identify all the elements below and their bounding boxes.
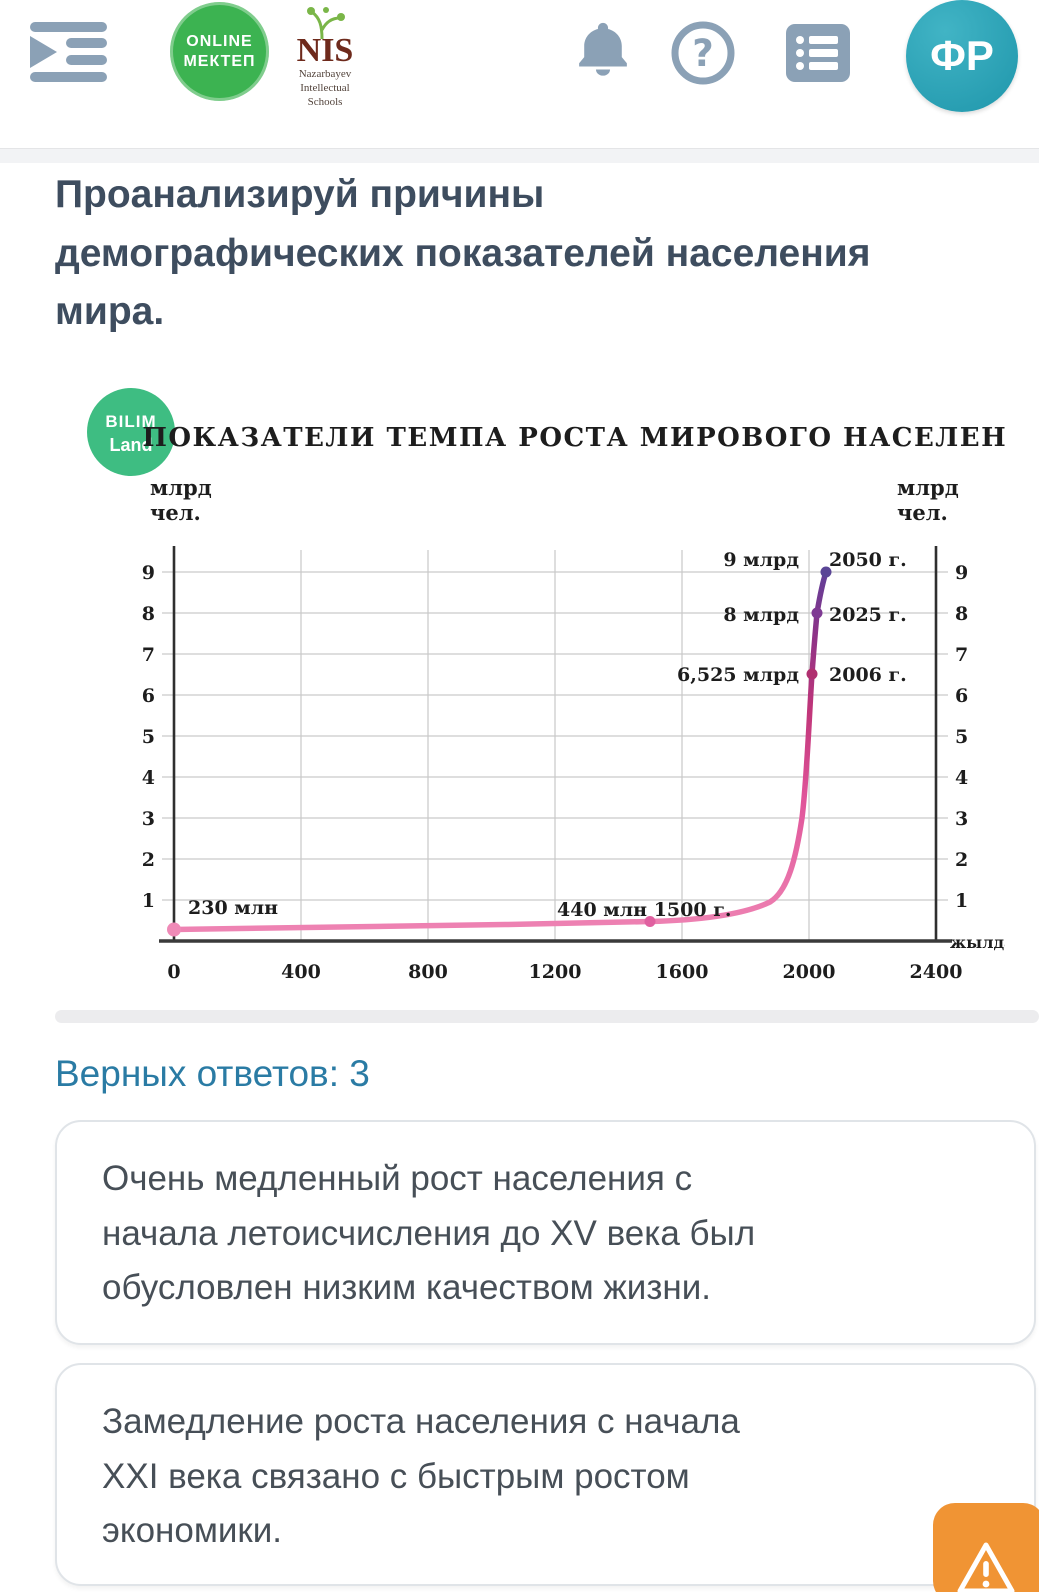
svg-text:8: 8 — [142, 603, 155, 625]
chart-title: ПОКАЗАТЕЛИ ТЕМПА РОСТА МИРОВОГО НАСЕЛЕНИ… — [142, 423, 1005, 453]
y-axis-labels-left: 9 8 7 6 5 4 3 2 1 — [142, 562, 155, 912]
answer-option-2-line1: Замедление роста населения с начала — [102, 1402, 740, 1441]
header: ONLINE МЕКТЕП NIS Nazarbayev Intellectua… — [0, 0, 1039, 148]
question-title-line1: Проанализируй причины — [55, 173, 545, 216]
svg-text:4: 4 — [955, 767, 968, 789]
header-divider — [0, 148, 1039, 163]
nis-logo-text: NIS — [296, 32, 354, 69]
svg-text:5: 5 — [955, 726, 968, 748]
online-mektep-logo-line2: МЕКТЕП — [183, 52, 256, 70]
svg-text:?: ? — [692, 32, 713, 75]
svg-text:1600: 1600 — [656, 961, 709, 983]
online-mektep-logo[interactable]: ONLINE МЕКТЕП — [170, 2, 269, 101]
svg-text:2: 2 — [142, 849, 155, 871]
population-curve — [171, 569, 829, 933]
svg-text:8: 8 — [955, 603, 968, 625]
nis-subtitle-line2: Intellectual — [300, 81, 350, 94]
annotation-230mln: 230 млн — [188, 897, 278, 919]
nis-tree-icon — [307, 7, 345, 40]
svg-text:5: 5 — [142, 726, 155, 748]
answer-option-2-line2: XXI века связано с быстрым ростом — [102, 1456, 690, 1496]
nis-logo: NIS Nazarbayev Intellectual Schools — [272, 6, 378, 118]
y-unit-right-line1: млрд — [897, 475, 959, 500]
svg-text:3: 3 — [955, 808, 968, 830]
annotation-2025: 2025 г. — [829, 604, 907, 626]
svg-text:400: 400 — [281, 961, 321, 983]
answer-option-1[interactable]: Очень медленный рост населения с начала … — [55, 1120, 1036, 1345]
svg-text:3: 3 — [142, 808, 155, 830]
notifications-bell-icon[interactable] — [572, 18, 634, 86]
correct-answers-heading: Верных ответов: 3 — [55, 1053, 370, 1094]
data-points — [167, 566, 832, 937]
chart-horizontal-scrollbar[interactable] — [55, 1010, 1039, 1023]
svg-text:7: 7 — [142, 644, 155, 666]
annotation-2050: 2050 г. — [829, 549, 907, 571]
question-title-line2: демографических показателей населения — [55, 231, 871, 275]
question-title-line3: мира. — [55, 290, 165, 333]
answer-option-1-line3: обусловлен низким качеством жизни. — [102, 1268, 712, 1308]
warning-triangle-icon — [957, 1542, 1015, 1592]
svg-text:9: 9 — [955, 562, 968, 584]
online-mektep-logo-line1: ONLINE — [186, 33, 253, 51]
svg-text:1: 1 — [955, 890, 968, 912]
y-unit-right-line2: чел. — [897, 500, 948, 525]
data-annotations: 230 млн 440 млн 1500 г. 6,525 млрд 2006 … — [188, 549, 907, 921]
population-growth-chart: BILIM Land ПОКАЗАТЕЛИ ТЕМПА РОСТА МИРОВО… — [55, 378, 1005, 1006]
svg-text:7: 7 — [955, 644, 968, 666]
nis-subtitle-line3: Schools — [307, 95, 343, 108]
bilim-logo-line1: BILIM — [105, 412, 156, 431]
svg-text:800: 800 — [408, 961, 448, 983]
annotation-6525mlrd: 6,525 млрд — [677, 664, 799, 686]
y-unit-left-line1: млрд — [150, 475, 212, 500]
task-list-icon[interactable] — [786, 24, 850, 82]
answer-option-2[interactable]: Замедление роста населения с начала XXI … — [55, 1363, 1036, 1586]
annotation-8mlrd: 8 млрд — [723, 604, 799, 626]
nis-subtitle-line1: Nazarbayev — [298, 68, 352, 80]
user-avatar-initials: ФР — [930, 32, 994, 79]
x-axis-unit-label: жылдар — [950, 933, 1005, 952]
svg-text:2000: 2000 — [783, 961, 836, 983]
report-problem-button[interactable] — [933, 1503, 1039, 1592]
y-unit-left-line2: чел. — [150, 500, 201, 525]
svg-text:6: 6 — [955, 685, 968, 707]
svg-text:9: 9 — [142, 562, 155, 584]
y-axis-labels-right: 9 8 7 6 5 4 3 2 1 — [955, 562, 968, 912]
svg-text:2400: 2400 — [910, 961, 963, 983]
svg-text:1: 1 — [142, 890, 155, 912]
x-axis-labels: 0 400 800 1200 1600 2000 2400 — [167, 961, 962, 983]
annotation-9mlrd: 9 млрд — [723, 549, 799, 571]
answer-option-2-line3: экономики. — [102, 1511, 283, 1551]
svg-text:2: 2 — [955, 849, 968, 871]
help-icon[interactable]: ? — [668, 18, 738, 88]
user-avatar[interactable]: ФР — [906, 0, 1018, 112]
annotation-440mln-1500: 440 млн 1500 г. — [557, 899, 731, 921]
bilim-land-logo: BILIM Land — [87, 388, 175, 476]
question-title: Проанализируй причины демографических по… — [55, 166, 1020, 342]
svg-text:6: 6 — [142, 685, 155, 707]
annotation-2006: 2006 г. — [829, 664, 907, 686]
svg-text:0: 0 — [167, 961, 180, 983]
svg-text:4: 4 — [142, 767, 155, 789]
answer-option-1-line2: начала летоисчисления до XV века был — [102, 1213, 756, 1253]
answer-option-1-line1: Очень медленный рост населения с — [102, 1159, 693, 1198]
svg-text:1200: 1200 — [529, 961, 582, 983]
sidebar-toggle-icon[interactable] — [30, 22, 107, 82]
bilim-logo-line2: Land — [110, 435, 153, 455]
axes — [159, 546, 952, 943]
